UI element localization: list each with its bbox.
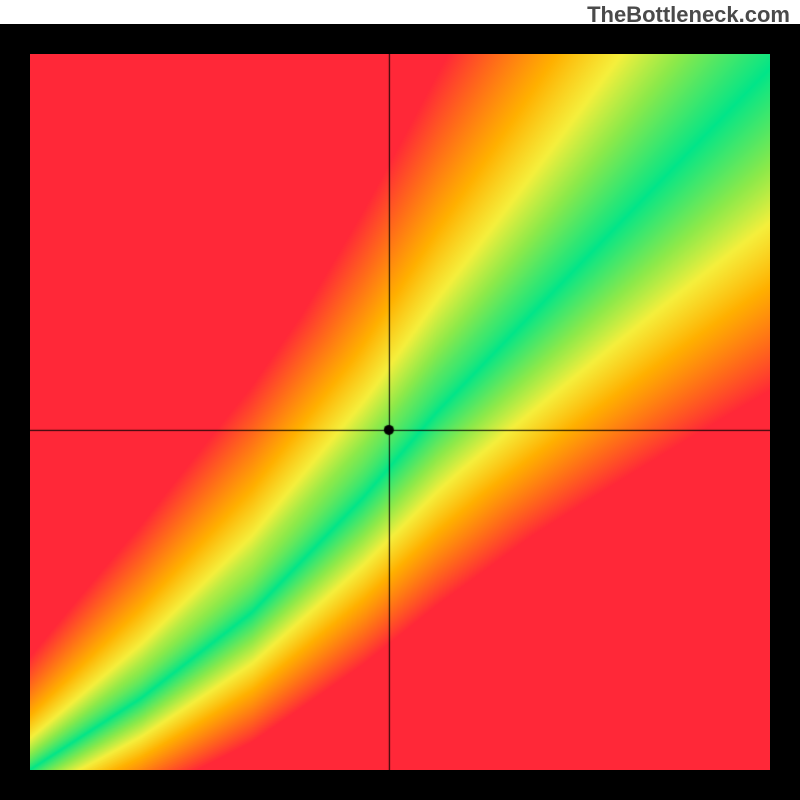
chart-container: TheBottleneck.com <box>0 0 800 800</box>
frame-left <box>0 24 30 800</box>
watermark-text: TheBottleneck.com <box>587 2 790 28</box>
frame-bottom <box>0 770 800 800</box>
frame-top <box>0 24 800 54</box>
heatmap-canvas <box>30 54 770 770</box>
frame-right <box>770 24 800 800</box>
